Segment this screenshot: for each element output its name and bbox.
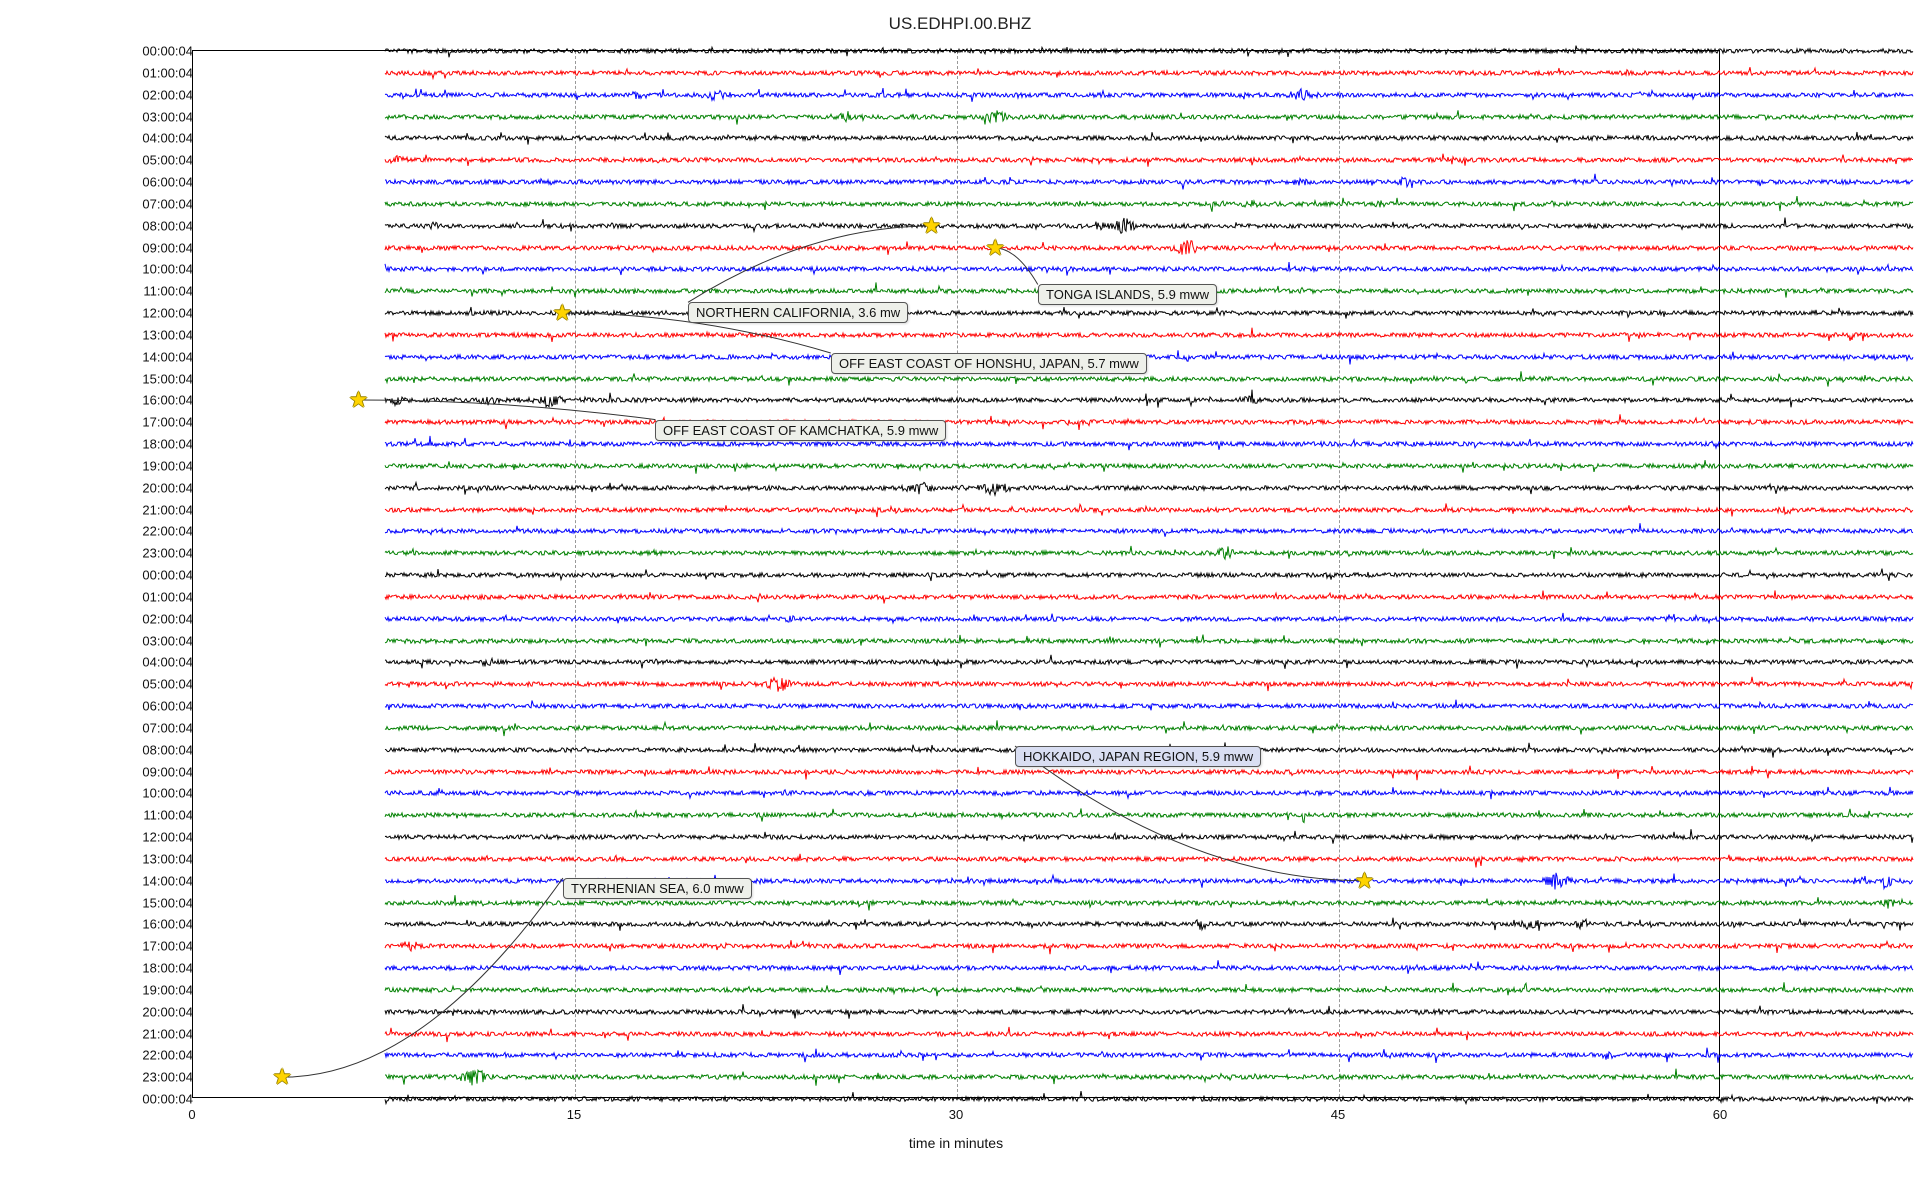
- row-time-label-35: 11:00:04: [11, 808, 193, 823]
- row-time-label-30: 06:00:04: [11, 699, 193, 714]
- event-star-5[interactable]: ★: [272, 1067, 292, 1087]
- event-star-2[interactable]: ★: [552, 303, 572, 323]
- row-time-label-20: 20:00:04: [11, 480, 193, 495]
- row-time-label-25: 01:00:04: [11, 589, 193, 604]
- row-time-label-42: 18:00:04: [11, 961, 193, 976]
- row-time-label-22: 22:00:04: [11, 524, 193, 539]
- row-time-label-12: 12:00:04: [11, 306, 193, 321]
- row-time-label-21: 21:00:04: [11, 502, 193, 517]
- row-time-label-11: 11:00:04: [11, 284, 193, 299]
- row-time-label-40: 16:00:04: [11, 917, 193, 932]
- row-time-label-47: 23:00:04: [11, 1070, 193, 1085]
- row-time-label-31: 07:00:04: [11, 720, 193, 735]
- event-star-1[interactable]: ★: [922, 216, 942, 236]
- row-time-label-17: 17:00:04: [11, 415, 193, 430]
- row-time-label-34: 10:00:04: [11, 786, 193, 801]
- row-time-label-7: 07:00:04: [11, 196, 193, 211]
- chart-title: US.EDHPI.00.BHZ: [0, 14, 1920, 34]
- row-time-label-6: 06:00:04: [11, 175, 193, 190]
- xtick-label-15: 15: [567, 1107, 581, 1122]
- xtick-label-60: 60: [1713, 1107, 1727, 1122]
- row-time-label-23: 23:00:04: [11, 546, 193, 561]
- row-time-label-3: 03:00:04: [11, 109, 193, 124]
- event-label-4[interactable]: HOKKAIDO, JAPAN REGION, 5.9 mww: [1015, 746, 1261, 767]
- helicorder-chart: US.EDHPI.00.BHZ 00:00:04 01:00:04 02:00:04…: [0, 0, 1920, 1200]
- row-time-label-10: 10:00:04: [11, 262, 193, 277]
- row-time-label-28: 04:00:04: [11, 655, 193, 670]
- xtick-label-45: 45: [1331, 1107, 1345, 1122]
- row-time-label-15: 15:00:04: [11, 371, 193, 386]
- row-time-label-32: 08:00:04: [11, 742, 193, 757]
- row-time-label-38: 14:00:04: [11, 873, 193, 888]
- row-time-label-48: 00:00:04: [11, 1092, 193, 1107]
- event-star-4[interactable]: ★: [1354, 871, 1374, 891]
- plot-area: 00:00:04 01:00:04 02:00:04 03:00:04 04:00:04…: [192, 50, 1720, 1098]
- row-time-label-45: 21:00:04: [11, 1026, 193, 1041]
- row-time-label-41: 17:00:04: [11, 939, 193, 954]
- event-star-0[interactable]: ★: [985, 238, 1005, 258]
- row-time-label-19: 19:00:04: [11, 458, 193, 473]
- row-time-label-44: 20:00:04: [11, 1004, 193, 1019]
- row-time-label-14: 14:00:04: [11, 349, 193, 364]
- row-time-label-36: 12:00:04: [11, 830, 193, 845]
- row-time-label-16: 16:00:04: [11, 393, 193, 408]
- row-time-label-4: 04:00:04: [11, 131, 193, 146]
- row-time-label-33: 09:00:04: [11, 764, 193, 779]
- row-time-label-9: 09:00:04: [11, 240, 193, 255]
- row-time-label-27: 03:00:04: [11, 633, 193, 648]
- event-label-5[interactable]: TYRRHENIAN SEA, 6.0 mww: [563, 878, 752, 899]
- row-time-label-8: 08:00:04: [11, 218, 193, 233]
- event-label-1[interactable]: NORTHERN CALIFORNIA, 3.6 mw: [688, 302, 908, 323]
- row-time-label-5: 05:00:04: [11, 153, 193, 168]
- row-time-label-13: 13:00:04: [11, 327, 193, 342]
- row-time-label-26: 02:00:04: [11, 611, 193, 626]
- row-time-label-18: 18:00:04: [11, 437, 193, 452]
- event-label-2[interactable]: OFF EAST COAST OF HONSHU, JAPAN, 5.7 mww: [831, 353, 1147, 374]
- row-time-label-1: 01:00:04: [11, 65, 193, 80]
- row-time-label-37: 13:00:04: [11, 851, 193, 866]
- row-time-label-24: 00:00:04: [11, 568, 193, 583]
- row-time-label-43: 19:00:04: [11, 982, 193, 997]
- xtick-label-0: 0: [188, 1107, 195, 1122]
- row-time-label-39: 15:00:04: [11, 895, 193, 910]
- row-time-label-29: 05:00:04: [11, 677, 193, 692]
- event-star-3[interactable]: ★: [349, 390, 369, 410]
- xtick-label-30: 30: [949, 1107, 963, 1122]
- event-label-3[interactable]: OFF EAST COAST OF KAMCHATKA, 5.9 mww: [655, 420, 946, 441]
- row-time-label-0: 00:00:04: [11, 44, 193, 59]
- event-label-0[interactable]: TONGA ISLANDS, 5.9 mww: [1038, 284, 1217, 305]
- row-time-label-46: 22:00:04: [11, 1048, 193, 1063]
- xaxis-title-label: time in minutes: [192, 1135, 1720, 1151]
- row-time-label-2: 02:00:04: [11, 87, 193, 102]
